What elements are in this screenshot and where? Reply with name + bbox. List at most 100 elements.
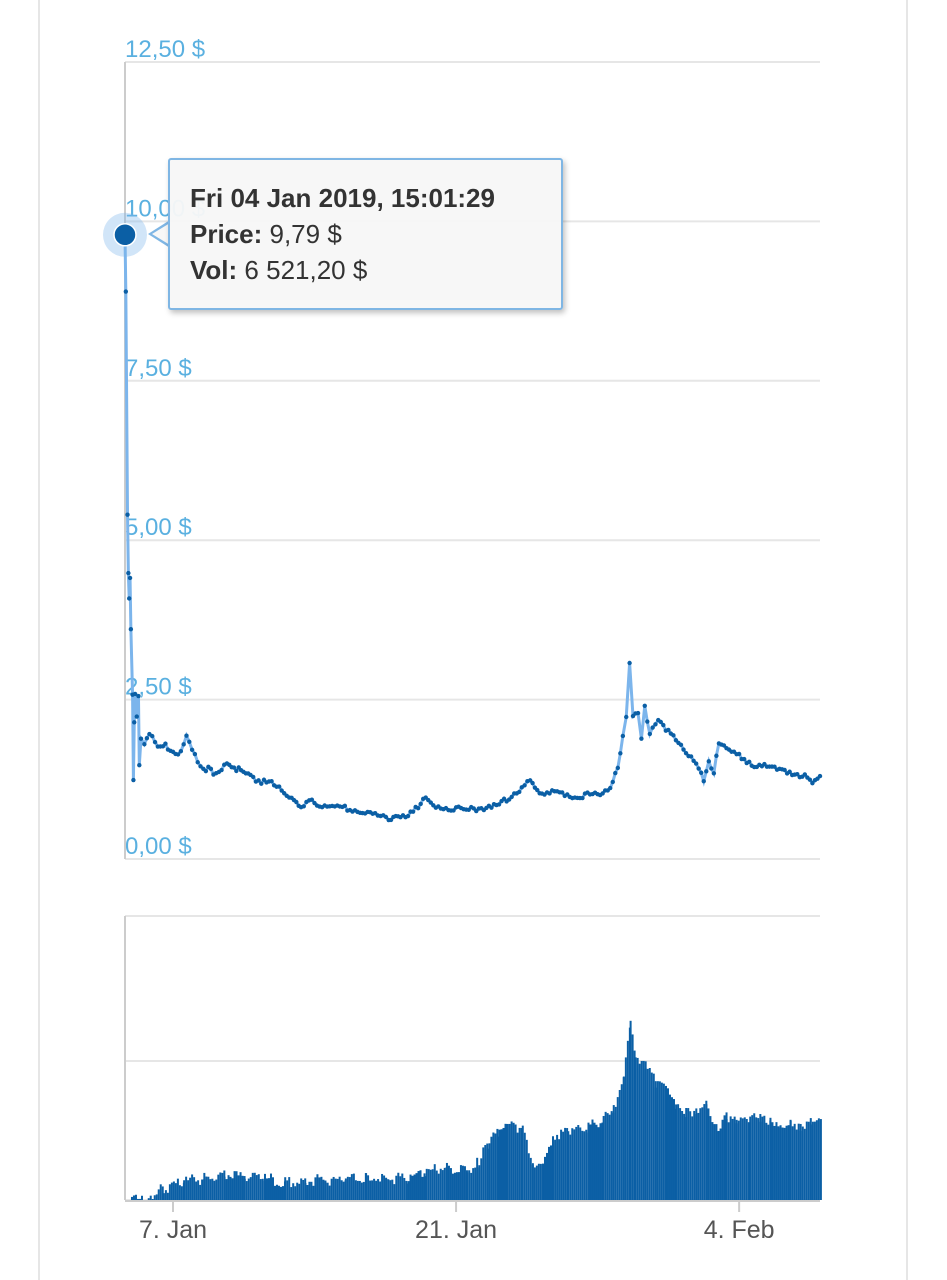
price-point <box>126 570 131 576</box>
volume-bar <box>809 1124 812 1200</box>
volume-bar <box>459 1165 462 1200</box>
volume-bar <box>675 1104 678 1200</box>
price-point <box>600 791 605 796</box>
volume-bar <box>423 1173 426 1200</box>
volume-bar <box>178 1185 181 1200</box>
volume-bar <box>593 1122 596 1200</box>
volume-bar <box>697 1112 700 1200</box>
volume-bar <box>405 1183 408 1200</box>
volume-bar <box>294 1186 297 1200</box>
volume-bar <box>508 1123 511 1200</box>
volume-bar <box>644 1068 647 1200</box>
volume-bar <box>755 1117 758 1200</box>
volume-bar <box>745 1119 748 1200</box>
price-point <box>653 722 658 727</box>
price-series[interactable] <box>122 232 823 823</box>
volume-bar <box>267 1178 270 1200</box>
volume-series[interactable] <box>130 1020 822 1200</box>
price-y-axis: 0,00 $2,50 $5,00 $7,50 $10,00 $12,50 $ <box>124 36 205 860</box>
volume-bar <box>443 1167 446 1200</box>
price-point <box>560 790 565 795</box>
volume-bar <box>134 1194 137 1200</box>
price-point <box>276 784 282 789</box>
volume-bar <box>614 1106 617 1200</box>
volume-bar <box>725 1119 728 1200</box>
tooltip-vol-label: Vol: <box>190 255 238 285</box>
volume-bar <box>719 1128 722 1200</box>
hover-marker[interactable] <box>102 212 147 257</box>
price-point <box>496 802 502 807</box>
price-point <box>624 714 629 720</box>
volume-bar <box>449 1168 452 1200</box>
volume-bar <box>375 1180 378 1200</box>
volume-bar <box>642 1060 645 1200</box>
volume-bar <box>785 1125 788 1200</box>
hover-point[interactable] <box>113 223 137 247</box>
price-point <box>666 727 671 733</box>
price-point <box>187 739 192 745</box>
volume-bar <box>383 1175 386 1200</box>
volume-bar <box>217 1174 220 1200</box>
volume-bar <box>763 1115 766 1200</box>
volume-bar <box>638 1063 641 1200</box>
volume-bar <box>819 1119 822 1200</box>
volume-bar <box>747 1122 750 1200</box>
volume-bar <box>504 1123 507 1200</box>
volume-bar <box>689 1111 692 1200</box>
volume-bar <box>338 1176 341 1200</box>
volume-bar <box>318 1177 321 1200</box>
volume-bar <box>727 1122 730 1200</box>
volume-bar <box>654 1087 657 1200</box>
volume-bar <box>180 1186 183 1200</box>
price-point <box>163 741 168 746</box>
volume-bar <box>191 1174 194 1200</box>
volume-bar <box>547 1146 550 1200</box>
volume-bar <box>185 1176 188 1200</box>
volume-bar <box>445 1162 448 1200</box>
y-tick-label: 7,50 $ <box>125 355 192 382</box>
volume-bar <box>525 1139 528 1200</box>
price-point <box>618 751 623 756</box>
volume-bar <box>558 1139 561 1200</box>
price-point <box>671 733 676 738</box>
volume-bar <box>193 1177 196 1200</box>
volume-bar <box>791 1126 794 1200</box>
price-point <box>522 783 527 788</box>
volume-bar <box>213 1180 216 1200</box>
volume-bar <box>373 1178 376 1200</box>
volume-bar <box>149 1195 152 1200</box>
price-point <box>642 703 647 708</box>
price-point <box>342 803 348 809</box>
volume-bar <box>159 1184 162 1200</box>
price-point <box>410 809 416 814</box>
volume-bar <box>199 1184 202 1200</box>
volume-bar <box>618 1089 621 1200</box>
volume-bar <box>203 1172 206 1200</box>
volume-bar <box>658 1081 661 1200</box>
volume-bar <box>729 1116 732 1200</box>
volume-bar <box>221 1172 224 1200</box>
price-point <box>256 778 261 783</box>
volume-bar <box>514 1124 517 1200</box>
volume-bar <box>415 1173 418 1200</box>
volume-bar <box>552 1140 555 1200</box>
volume-bar <box>136 1198 139 1200</box>
volume-bar <box>263 1173 266 1200</box>
volume-bar <box>633 1050 636 1200</box>
price-point <box>661 722 666 728</box>
volume-bar <box>253 1172 256 1200</box>
volume-bar <box>421 1176 424 1200</box>
volume-bar <box>377 1179 380 1200</box>
price-point <box>203 768 209 774</box>
price-point <box>782 767 787 773</box>
volume-bar <box>662 1083 665 1200</box>
volume-bar <box>457 1172 460 1200</box>
volume-bar <box>801 1126 804 1200</box>
volume-bar <box>168 1184 171 1200</box>
price-point <box>699 770 704 775</box>
volume-bar <box>170 1182 173 1200</box>
left-frame-line <box>38 0 40 1280</box>
volume-bar <box>787 1125 790 1200</box>
volume-bar <box>470 1172 473 1200</box>
price-point <box>795 771 800 777</box>
